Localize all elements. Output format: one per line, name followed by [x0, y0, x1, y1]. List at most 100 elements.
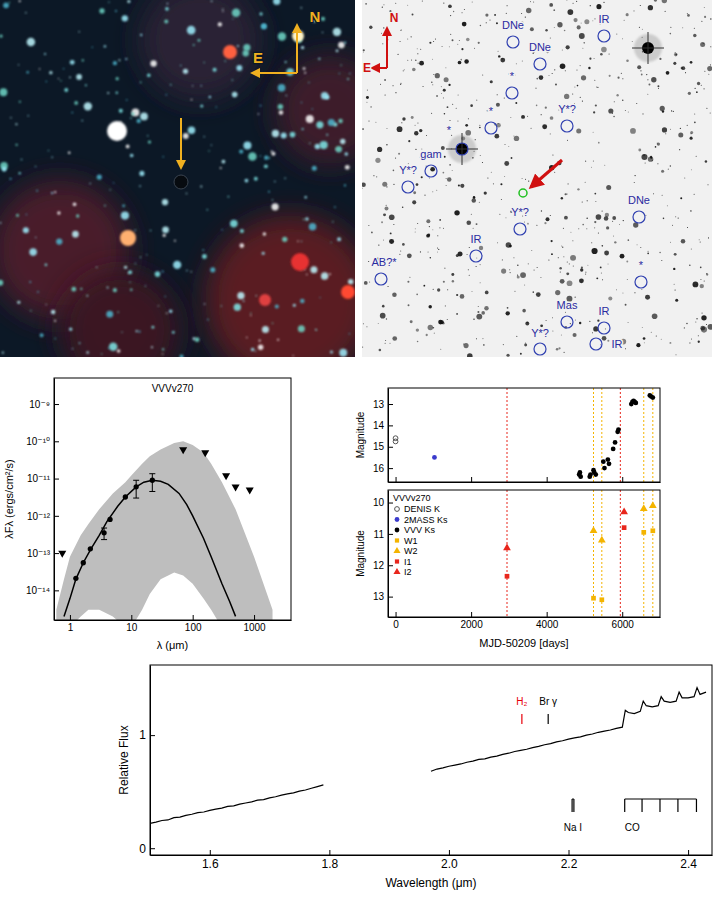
star: [268, 157, 270, 159]
axis-title: Magnitude: [355, 411, 366, 458]
star: [581, 23, 582, 24]
star: [375, 158, 380, 163]
star: [434, 333, 435, 334]
plot-area: [150, 688, 706, 824]
star: [400, 83, 401, 84]
star: [550, 37, 551, 38]
axis: 1101001000: [55, 615, 292, 633]
star: [648, 156, 653, 161]
star: [443, 228, 444, 229]
star: [484, 306, 488, 310]
star: [706, 273, 708, 275]
star: [626, 59, 629, 62]
star: [278, 104, 283, 109]
star: [202, 249, 204, 251]
star: [200, 85, 201, 86]
star: [700, 279, 701, 280]
star: [379, 349, 382, 352]
star: [694, 194, 695, 195]
epoch-line: [620, 388, 621, 482]
star: [278, 32, 286, 40]
star: [489, 19, 490, 20]
star: [630, 128, 636, 134]
line-bracket: [572, 798, 574, 799]
star: [642, 327, 643, 328]
star: [449, 164, 451, 166]
object-label: DNe: [529, 41, 551, 53]
star: [279, 110, 283, 114]
marker: [123, 494, 128, 499]
chart-title: VVVv270: [393, 493, 431, 503]
marker: [605, 457, 610, 462]
line-label: H₂: [516, 696, 527, 707]
star: [517, 276, 520, 279]
star: [410, 36, 412, 38]
star: [363, 49, 365, 51]
image-panel: NE: [0, 0, 355, 357]
compass-arrow: [296, 25, 298, 73]
star: [382, 6, 383, 7]
star: [542, 124, 547, 129]
star: [243, 300, 245, 302]
star: [45, 264, 48, 267]
star: [572, 93, 573, 94]
star: [264, 155, 268, 159]
star: [308, 82, 309, 83]
tick: 10: [373, 497, 393, 508]
star: [544, 222, 546, 224]
star: [19, 101, 21, 103]
image-background: [362, 0, 712, 357]
star: [415, 231, 416, 232]
star: [417, 341, 419, 343]
star: [403, 70, 404, 71]
star: [657, 142, 660, 145]
axis-line: [388, 491, 389, 618]
star: [2, 352, 4, 354]
star: [600, 344, 601, 345]
star: [337, 237, 341, 241]
star: [428, 305, 431, 308]
star: [40, 333, 44, 337]
star: [448, 84, 450, 86]
star: [546, 217, 550, 221]
star: [441, 93, 442, 94]
star: [209, 96, 212, 99]
star: [293, 304, 296, 307]
star: [566, 272, 569, 275]
star: [250, 315, 251, 316]
star: [338, 42, 345, 49]
star: [304, 196, 306, 198]
star: [598, 142, 600, 144]
star: [435, 73, 440, 78]
star: [27, 38, 36, 47]
star: [676, 354, 677, 355]
star: [525, 179, 526, 180]
star: [690, 137, 693, 140]
star: [386, 318, 387, 319]
star: [710, 46, 711, 47]
star: [444, 113, 446, 115]
star: [260, 105, 262, 107]
star: [431, 113, 432, 114]
star: [694, 121, 696, 123]
object-circle: [425, 165, 437, 177]
star: [301, 102, 302, 103]
star: [640, 70, 641, 71]
star: [601, 272, 602, 273]
star: [642, 113, 643, 114]
star: [381, 221, 383, 223]
star: [468, 118, 469, 119]
star: [139, 185, 141, 187]
star: [187, 26, 196, 35]
star: [117, 311, 119, 313]
bright-star: [341, 285, 355, 299]
star: [190, 271, 191, 272]
tick-label: 6000: [612, 619, 635, 630]
star: [566, 0, 567, 1]
star: [446, 178, 447, 179]
star: [510, 117, 511, 118]
compass-arrow: [372, 67, 387, 69]
star: [567, 9, 573, 15]
star: [437, 252, 438, 253]
star: [504, 176, 505, 177]
